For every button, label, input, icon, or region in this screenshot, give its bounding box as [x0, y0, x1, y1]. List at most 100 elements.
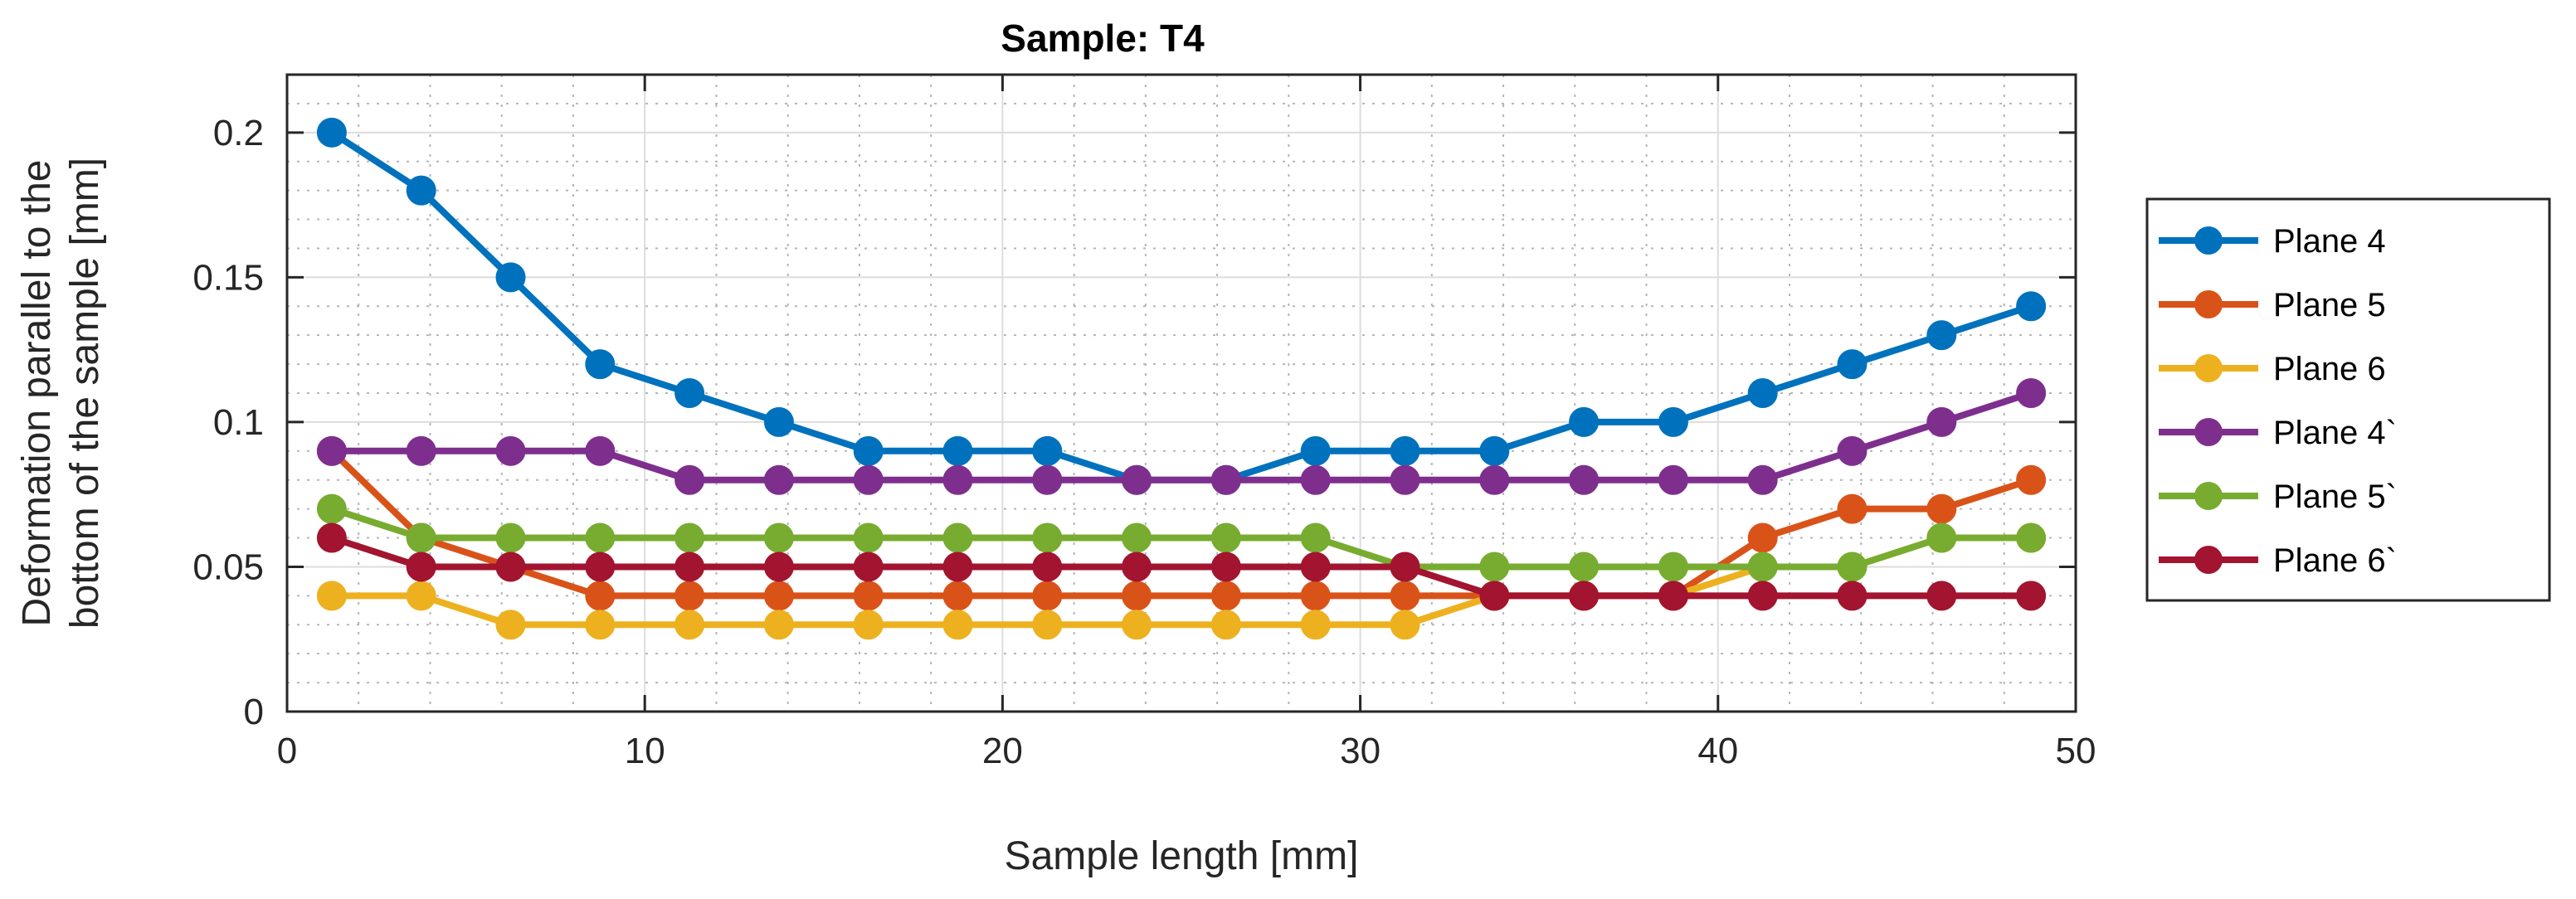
- legend-marker: [2194, 546, 2223, 574]
- y-tick-label: 0.1: [213, 402, 264, 443]
- data-point: [316, 493, 347, 524]
- data-point: [2016, 464, 2047, 495]
- data-point: [674, 581, 705, 611]
- legend-entry: Plane 5`: [2159, 479, 2397, 515]
- data-point: [1926, 406, 1957, 437]
- data-point: [1658, 581, 1688, 611]
- data-point: [1479, 435, 1510, 466]
- data-point: [942, 610, 973, 640]
- data-point: [1122, 581, 1152, 611]
- data-point: [1479, 552, 1510, 582]
- data-point: [1210, 581, 1241, 611]
- data-point: [406, 175, 436, 206]
- data-point: [1837, 435, 1867, 466]
- data-point: [674, 552, 705, 582]
- data-point: [1747, 581, 1778, 611]
- data-point: [1569, 581, 1600, 611]
- data-point: [942, 435, 973, 466]
- data-point: [1390, 552, 1420, 582]
- data-point: [942, 522, 973, 553]
- series-6: [316, 522, 2047, 611]
- data-point: [1032, 435, 1063, 466]
- series-layer: [316, 117, 2047, 640]
- data-point: [316, 581, 347, 611]
- data-point: [1926, 522, 1957, 553]
- data-point: [1926, 320, 1957, 351]
- data-point: [1300, 610, 1331, 640]
- data-point: [763, 522, 794, 553]
- data-point: [674, 610, 705, 640]
- data-point: [585, 581, 616, 611]
- data-point: [1210, 464, 1241, 495]
- data-point: [1569, 552, 1600, 582]
- data-point: [942, 581, 973, 611]
- data-point: [1658, 464, 1688, 495]
- data-point: [585, 552, 616, 582]
- data-point: [674, 378, 705, 408]
- data-point: [585, 435, 616, 466]
- legend-label: Plane 5`: [2273, 479, 2397, 515]
- x-tick-label: 30: [1340, 731, 1381, 771]
- data-point: [1032, 464, 1063, 495]
- legend-entry: Plane 4: [2159, 223, 2386, 260]
- data-point: [2016, 581, 2047, 611]
- data-point: [763, 581, 794, 611]
- data-point: [763, 464, 794, 495]
- data-point: [1210, 610, 1241, 640]
- data-point: [1300, 522, 1331, 553]
- data-point: [763, 406, 794, 437]
- data-point: [1837, 581, 1867, 611]
- legend-label: Plane 5: [2273, 287, 2386, 323]
- series-4: [316, 378, 2047, 495]
- data-point: [1032, 552, 1063, 582]
- legend-label: Plane 4: [2273, 223, 2386, 260]
- y-axis-ticks: 0 0.05 0.1 0.15 0.2: [192, 113, 2076, 732]
- legend-entry: Plane 6`: [2159, 542, 2397, 579]
- data-point: [316, 117, 347, 148]
- data-point: [585, 522, 616, 553]
- y-tick-label: 0.05: [192, 547, 264, 587]
- legend-marker: [2194, 354, 2223, 382]
- data-point: [495, 552, 526, 582]
- data-point: [1122, 522, 1152, 553]
- series-1: [316, 117, 2047, 495]
- x-tick-label: 50: [2056, 731, 2096, 771]
- data-point: [942, 464, 973, 495]
- data-point: [1837, 552, 1867, 582]
- data-point: [942, 552, 973, 582]
- data-point: [1658, 552, 1688, 582]
- y-tick-label: 0.2: [213, 113, 264, 153]
- data-point: [853, 610, 884, 640]
- data-point: [1300, 464, 1331, 495]
- legend-marker: [2194, 482, 2223, 510]
- data-point: [1837, 349, 1867, 380]
- data-point: [1479, 581, 1510, 611]
- data-point: [1122, 552, 1152, 582]
- data-point: [1390, 581, 1420, 611]
- data-point: [495, 435, 526, 466]
- data-point: [674, 522, 705, 553]
- data-point: [1747, 522, 1778, 553]
- data-point: [585, 610, 616, 640]
- x-tick-label: 10: [625, 731, 665, 771]
- minor-grid: [287, 74, 2076, 712]
- data-point: [406, 435, 436, 466]
- data-point: [853, 464, 884, 495]
- data-point: [1747, 552, 1778, 582]
- x-axis-label: Sample length [mm]: [1005, 834, 1359, 878]
- data-point: [763, 552, 794, 582]
- data-point: [2016, 291, 2047, 322]
- data-point: [1569, 406, 1600, 437]
- y-tick-label: 0: [244, 692, 264, 732]
- data-point: [406, 581, 436, 611]
- data-point: [1390, 435, 1420, 466]
- legend-label: Plane 4`: [2273, 415, 2397, 451]
- legend-box: [2145, 197, 2551, 602]
- data-point: [1032, 522, 1063, 553]
- data-point: [1747, 464, 1778, 495]
- data-point: [1122, 464, 1152, 495]
- data-point: [853, 581, 884, 611]
- data-point: [1747, 378, 1778, 408]
- data-point: [1032, 610, 1063, 640]
